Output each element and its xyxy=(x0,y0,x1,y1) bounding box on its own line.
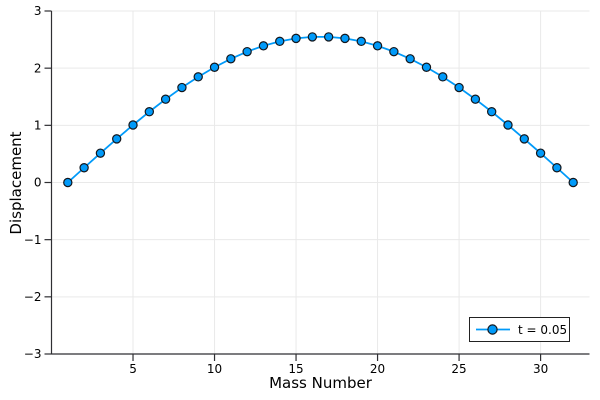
data-point-marker xyxy=(307,32,318,42)
data-point-marker xyxy=(63,177,73,188)
data-point-marker xyxy=(291,33,301,44)
data-point-marker xyxy=(535,148,546,158)
data-point-marker xyxy=(144,107,155,117)
y-tick-label: 2 xyxy=(34,61,42,75)
x-tick-label: 10 xyxy=(207,362,222,376)
data-point-marker xyxy=(405,54,415,64)
data-point-marker xyxy=(275,36,285,47)
data-point-marker xyxy=(177,82,187,93)
legend: t = 0.05 xyxy=(469,317,570,342)
x-tick-label: 25 xyxy=(451,362,466,376)
data-point-marker xyxy=(128,120,138,130)
data-point-marker xyxy=(340,33,350,44)
y-tick-label: −3 xyxy=(24,347,42,361)
x-tick-label: 20 xyxy=(370,362,385,376)
data-point-marker xyxy=(568,177,578,188)
y-axis-label: Displacement xyxy=(7,131,25,235)
data-point-marker xyxy=(552,163,562,173)
data-point-marker xyxy=(454,82,464,93)
legend-series-marker-icon xyxy=(476,324,510,335)
data-point-marker xyxy=(95,148,106,158)
data-point-marker xyxy=(226,54,236,64)
data-point-marker xyxy=(438,72,448,82)
data-point-marker xyxy=(486,107,497,117)
data-point-marker xyxy=(470,94,481,104)
data-point-marker xyxy=(323,32,334,42)
data-point-marker xyxy=(242,46,252,57)
data-point-marker xyxy=(421,62,432,72)
data-point-marker xyxy=(79,163,89,173)
series-line xyxy=(66,35,575,184)
data-point-marker xyxy=(258,41,269,51)
y-tick-label: 3 xyxy=(34,4,42,18)
data-point-marker xyxy=(519,134,529,144)
data-point-marker xyxy=(112,134,122,144)
data-point-marker xyxy=(372,41,383,51)
x-axis-label: Mass Number xyxy=(269,374,372,392)
x-tick-label: 30 xyxy=(533,362,548,376)
y-tick-label: 1 xyxy=(34,119,42,133)
data-point-marker xyxy=(356,36,366,47)
legend-label: t = 0.05 xyxy=(518,322,568,337)
y-tick-label: −1 xyxy=(24,233,42,247)
data-point-marker xyxy=(209,62,220,72)
data-point-marker xyxy=(193,72,203,82)
data-point-marker xyxy=(160,94,171,104)
data-point-marker xyxy=(389,46,399,57)
x-tick-label: 15 xyxy=(288,362,303,376)
y-tick-label: −2 xyxy=(24,290,42,304)
x-tick-label: 5 xyxy=(129,362,137,376)
data-point-marker xyxy=(503,120,513,130)
y-tick-label: 0 xyxy=(34,176,42,190)
